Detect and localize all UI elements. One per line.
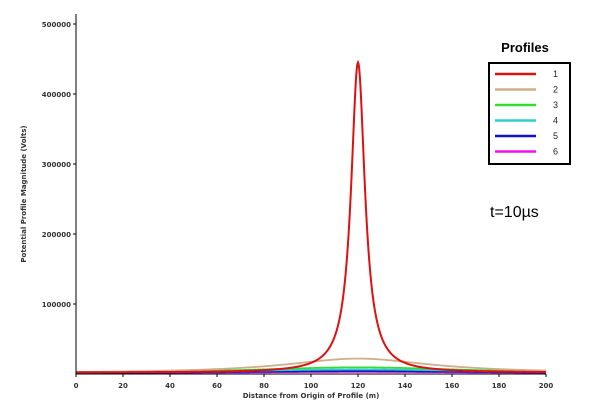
- x-tick-label: 0: [74, 382, 79, 390]
- axes: [75, 14, 546, 375]
- x-ticks: 0 20 40 60 80 100 120 140 160 180 200: [74, 374, 554, 390]
- legend-label-4: 4: [553, 116, 558, 126]
- y-tick-label: 300000: [42, 161, 71, 169]
- legend-label-2: 2: [553, 85, 558, 95]
- x-tick-label: 200: [539, 382, 554, 390]
- series-lines: [75, 59, 547, 374]
- x-tick-label: 40: [165, 382, 175, 390]
- x-tick-label: 140: [398, 382, 413, 390]
- x-tick-label: 180: [492, 382, 507, 390]
- x-tick-label: 100: [304, 382, 319, 390]
- x-tick-label: 80: [259, 382, 269, 390]
- legend-label-6: 6: [553, 147, 558, 157]
- legend-label-5: 5: [553, 131, 558, 141]
- x-tick-label: 60: [212, 382, 222, 390]
- series-line-2: [76, 357, 547, 373]
- y-ticks: 100000 200000 300000 400000 500000: [42, 21, 76, 309]
- y-tick-label: 500000: [42, 21, 71, 29]
- x-tick-label: 160: [445, 382, 460, 390]
- legend-label-3: 3: [553, 100, 558, 110]
- y-tick-label: 100000: [42, 301, 71, 309]
- legend-label-1: 1: [553, 69, 558, 79]
- legend: Profiles 1 2 3 4 5 6: [488, 40, 571, 165]
- legend-items: 1 2 3 4 5 6: [495, 69, 558, 157]
- y-axis-label: Potential Profile Magnitude (Volts): [20, 125, 28, 262]
- x-axis-label: Distance from Origin of Profile (m): [243, 392, 380, 400]
- series-line-1: [76, 59, 546, 374]
- time-annotation: t=10µs: [490, 204, 539, 221]
- y-tick-label: 200000: [42, 231, 71, 239]
- x-tick-label: 20: [118, 382, 128, 390]
- y-tick-label: 400000: [42, 91, 71, 99]
- legend-title: Profiles: [501, 40, 549, 55]
- legend-box: [488, 62, 571, 165]
- x-tick-label: 120: [351, 382, 366, 390]
